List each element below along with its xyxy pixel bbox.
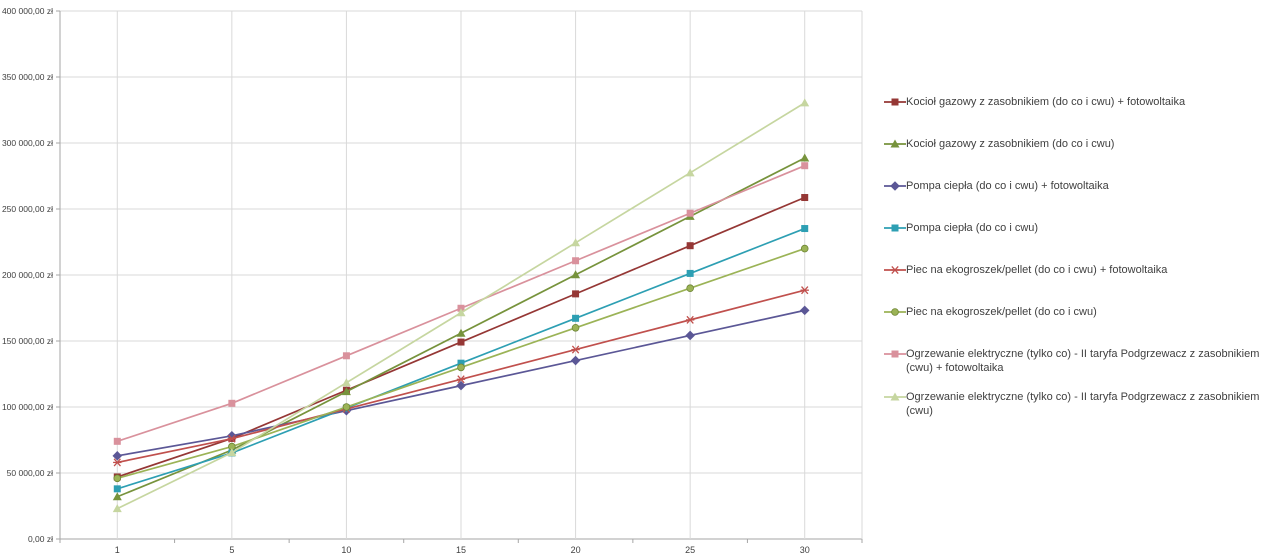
data-point-triangle-marker [571, 270, 581, 279]
data-point-asterisk-marker [457, 375, 465, 384]
data-point-square-marker [572, 314, 580, 322]
series-markers-piec-ekogroszek [113, 244, 809, 483]
data-point-square-marker [572, 257, 580, 265]
legend-label: Piec na ekogroszek/pellet (do co i cwu) … [906, 264, 1168, 276]
data-point-diamond-marker [890, 181, 900, 191]
data-point-triangle-marker [112, 492, 122, 501]
data-point-triangle-marker [227, 448, 237, 457]
legend-label: Piec na ekogroszek/pellet (do co i cwu) [906, 306, 1097, 318]
legend-circle-marker-icon [884, 308, 906, 316]
legend-item-pompa-ciepla: Pompa ciepła (do co i cwu) [884, 221, 1276, 235]
legend-item-piec-ekogroszek: Piec na ekogroszek/pellet (do co i cwu) [884, 305, 1276, 319]
legend-triangle-marker-icon [884, 392, 906, 401]
data-point-circle-marker [113, 474, 122, 483]
legend-triangle-marker-icon [884, 139, 906, 148]
data-point-square-marker [686, 209, 694, 217]
data-point-square-marker [891, 350, 899, 358]
data-point-circle-marker [342, 403, 351, 411]
data-point-square-marker [801, 225, 809, 233]
data-point-asterisk-marker [686, 315, 694, 324]
data-point-square-marker [801, 194, 809, 202]
data-point-square-marker [686, 269, 694, 277]
legend-item-piec-ekogroszek-fotowoltaika: Piec na ekogroszek/pellet (do co i cwu) … [884, 263, 1276, 277]
legend-item-ogrzewanie-elektryczne: Ogrzewanie elektryczne (tylko co) - II t… [884, 390, 1276, 418]
x-axis-tick-label: 10 [341, 545, 351, 555]
legend-square-marker-icon [884, 224, 906, 232]
data-point-circle-marker [891, 308, 899, 316]
y-axis-tick-label: 150 000,00 zł [2, 336, 53, 346]
data-point-triangle-marker [890, 392, 900, 401]
y-axis-tick-label: 350 000,00 zł [2, 72, 53, 82]
legend-square-marker-icon [884, 98, 906, 106]
y-axis-tick-label: 50 000,00 zł [7, 468, 53, 478]
data-point-square-marker [686, 242, 694, 250]
data-point-square-marker [457, 338, 465, 346]
data-point-diamond-marker [570, 355, 581, 366]
legend-label: Pompa ciepła (do co i cwu) [906, 222, 1039, 234]
series-markers-ogrzewanie-elektryczne [112, 98, 810, 513]
y-axis-tick-label: 200 000,00 zł [2, 270, 53, 280]
data-point-triangle-marker [112, 504, 122, 513]
data-point-triangle-marker [800, 98, 810, 107]
data-point-triangle-marker [571, 238, 581, 247]
x-axis-tick-label: 15 [456, 545, 466, 555]
legend-item-kociol-gazowy: Kocioł gazowy z zasobnikiem (do co i cwu… [884, 137, 1276, 151]
y-axis-tick-label: 400 000,00 zł [2, 6, 53, 16]
data-point-diamond-marker [112, 451, 123, 461]
data-point-square-marker [457, 359, 465, 367]
data-point-triangle-marker [341, 378, 351, 387]
data-point-square-marker [891, 98, 899, 106]
y-axis-tick-label: 100 000,00 zł [2, 402, 53, 412]
legend-label: Ogrzewanie elektryczne (tylko co) - II t… [906, 348, 1260, 374]
data-point-triangle-marker [456, 308, 466, 317]
y-axis-tick-label: 250 000,00 zł [2, 204, 53, 214]
data-point-circle-marker [686, 284, 694, 293]
data-point-asterisk-marker [801, 286, 809, 295]
data-point-asterisk-marker [228, 434, 236, 443]
y-axis-tick-label: 300 000,00 zł [2, 138, 53, 148]
legend-asterisk-marker-icon [884, 265, 906, 275]
data-point-diamond-marker [685, 330, 695, 341]
data-point-square-marker [113, 437, 121, 445]
data-point-square-marker [342, 352, 350, 360]
x-axis-tick-label: 5 [229, 545, 234, 555]
data-point-triangle-marker [456, 328, 466, 337]
data-point-square-marker [228, 399, 236, 407]
data-point-square-marker [891, 224, 899, 232]
data-point-square-marker [113, 485, 121, 493]
data-point-circle-marker [571, 323, 580, 332]
data-point-square-marker [572, 290, 580, 298]
data-point-asterisk-marker [571, 345, 580, 354]
data-point-square-marker [801, 162, 809, 170]
data-point-triangle-marker [890, 139, 900, 148]
x-axis-tick-label: 25 [685, 545, 695, 555]
data-point-triangle-marker [800, 153, 810, 162]
data-point-asterisk-marker [113, 458, 121, 467]
data-point-triangle-marker [685, 168, 695, 177]
x-axis-tick-label: 30 [800, 545, 810, 555]
data-point-circle-marker [457, 363, 465, 372]
legend-diamond-marker-icon [884, 181, 906, 191]
x-axis-tick-label: 1 [115, 545, 120, 555]
legend-label: Ogrzewanie elektryczne (tylko co) - II t… [906, 391, 1260, 417]
y-axis-tick-label: 0,00 zł [28, 534, 53, 544]
data-point-triangle-marker [341, 387, 351, 396]
legend-label: Kocioł gazowy z zasobnikiem (do co i cwu… [906, 138, 1115, 150]
x-axis-tick-label: 20 [571, 545, 581, 555]
legend-item-ogrzewanie-elektryczne-fotowoltaika: Ogrzewanie elektryczne (tylko co) - II t… [884, 347, 1276, 375]
legend-label: Kocioł gazowy z zasobnikiem (do co i cwu… [906, 96, 1186, 108]
chart-legend: Kocioł gazowy z zasobnikiem (do co i cwu… [884, 95, 1276, 418]
legend-item-pompa-ciepla-fotowoltaika: Pompa ciepła (do co i cwu) + fotowoltaik… [884, 179, 1276, 193]
data-point-diamond-marker [799, 305, 810, 316]
data-point-asterisk-marker [891, 265, 899, 275]
data-point-diamond-marker [456, 380, 466, 391]
legend-square-marker-icon [884, 350, 906, 358]
data-point-circle-marker [800, 244, 809, 253]
legend-label: Pompa ciepła (do co i cwu) + fotowoltaik… [906, 180, 1109, 192]
legend-item-kociol-gazowy-fotowoltaika: Kocioł gazowy z zasobnikiem (do co i cwu… [884, 95, 1276, 109]
